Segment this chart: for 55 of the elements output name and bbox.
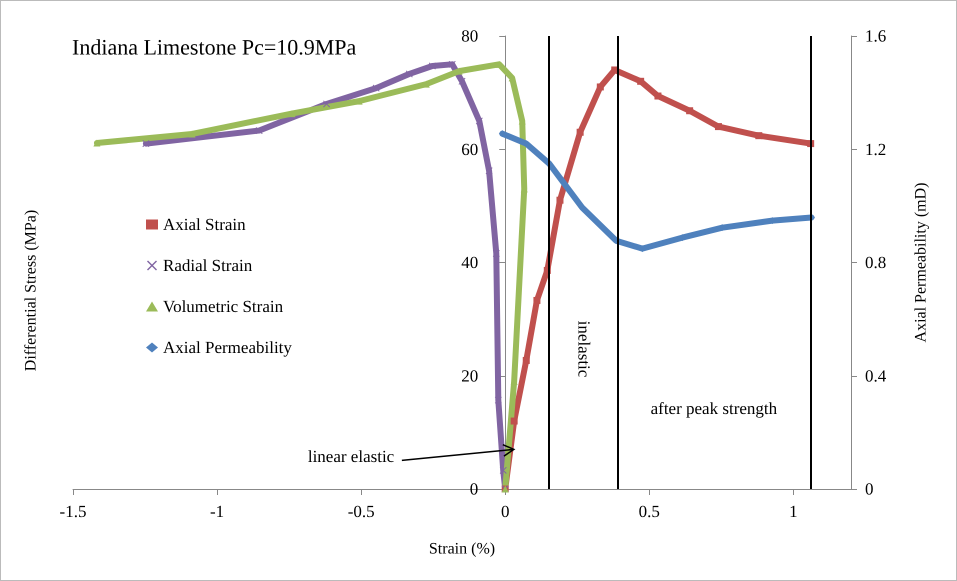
point bbox=[755, 132, 762, 140]
point bbox=[422, 80, 430, 88]
y2-tick-label: 0 bbox=[865, 480, 874, 498]
y-tick-label: 80 bbox=[461, 26, 478, 46]
point bbox=[576, 128, 584, 136]
point bbox=[510, 418, 518, 425]
point bbox=[372, 84, 380, 92]
legend-label: Axial Strain bbox=[163, 215, 246, 234]
y-tick-label: 20 bbox=[461, 366, 478, 386]
annotation: after peak strength bbox=[650, 399, 778, 420]
legend-label: Axial Permeability bbox=[163, 338, 292, 357]
x-tick-label: -1 bbox=[210, 502, 224, 521]
x-tick-label: 1 bbox=[789, 502, 798, 521]
y2-tick-label: 0.8 bbox=[865, 253, 886, 272]
x-tick-label: -1.5 bbox=[60, 502, 86, 521]
point bbox=[188, 130, 196, 138]
point bbox=[142, 140, 150, 148]
y2-tick-label: 1.6 bbox=[865, 26, 886, 46]
y-tick-label: 40 bbox=[461, 253, 478, 272]
point bbox=[256, 127, 263, 134]
point bbox=[93, 140, 100, 147]
x-tick-label: 0.5 bbox=[638, 502, 660, 521]
y2-tick-label: 0.4 bbox=[865, 366, 887, 386]
y-axis-title: Differential Stress (MPa) bbox=[22, 210, 40, 372]
point bbox=[522, 356, 530, 364]
point bbox=[356, 98, 363, 105]
y-tick-label: 0 bbox=[470, 480, 478, 498]
point bbox=[492, 250, 500, 257]
chart-title: Indiana Limestone Pc=10.9MPa bbox=[72, 34, 357, 60]
point bbox=[596, 83, 604, 90]
point bbox=[486, 167, 493, 174]
annotation: inelastic bbox=[572, 320, 593, 378]
point bbox=[406, 70, 413, 78]
point bbox=[428, 62, 436, 70]
legend-label: Volumetric Strain bbox=[163, 297, 284, 316]
y2-axis-title: Axial Permeability (mD) bbox=[912, 182, 930, 342]
point bbox=[714, 123, 722, 130]
point bbox=[500, 466, 507, 474]
point bbox=[476, 117, 483, 124]
point bbox=[654, 92, 662, 100]
point bbox=[323, 100, 330, 108]
y2-tick-label: 1.2 bbox=[865, 140, 886, 159]
x-tick-label: 0 bbox=[500, 502, 510, 521]
point bbox=[686, 107, 694, 114]
point bbox=[288, 110, 296, 118]
x-axis-title: Strain (%) bbox=[428, 540, 496, 558]
point bbox=[533, 296, 540, 304]
point bbox=[448, 60, 456, 68]
point bbox=[556, 196, 564, 204]
legend-label: Radial Strain bbox=[163, 256, 253, 275]
point bbox=[494, 396, 502, 404]
x-tick-label: -0.5 bbox=[348, 502, 375, 521]
point bbox=[637, 78, 644, 85]
annotation: linear elastic bbox=[308, 447, 394, 468]
y-tick-label: 60 bbox=[461, 140, 478, 159]
